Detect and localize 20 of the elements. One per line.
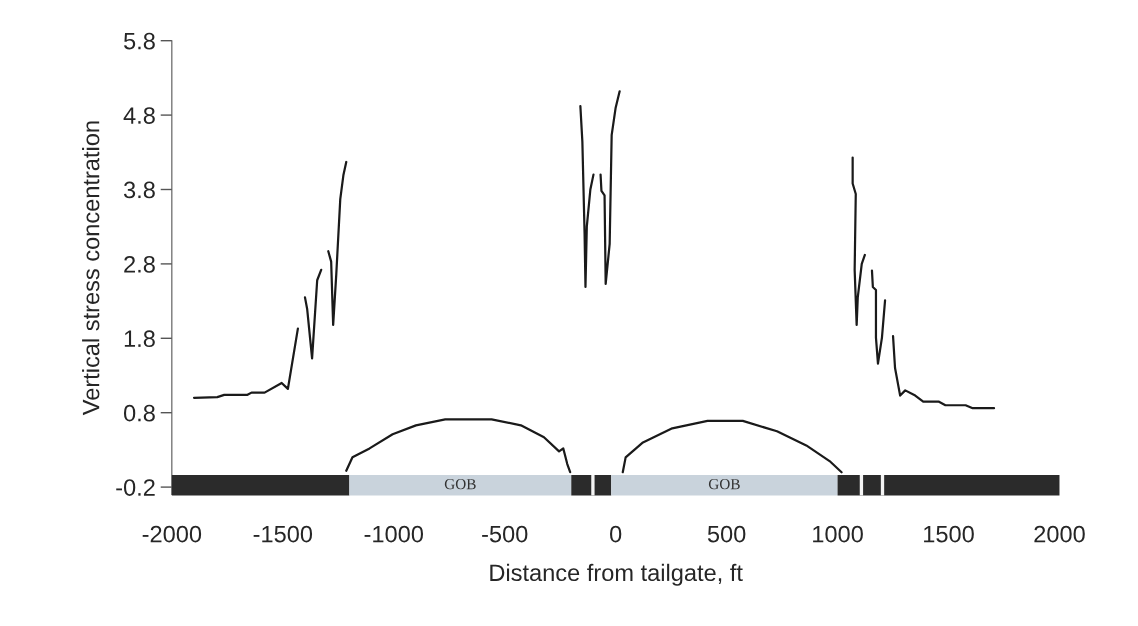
y-tick-label: 4.8 bbox=[123, 107, 155, 124]
x-tick-label: 2000 bbox=[1034, 525, 1085, 543]
band-label: GOB bbox=[444, 479, 476, 490]
x-tick-label: -1500 bbox=[253, 525, 313, 543]
x-tick-label: 1000 bbox=[813, 525, 863, 543]
y-tick-label: -0.2 bbox=[116, 479, 155, 496]
x-axis-title: Distance from tailgate, ft bbox=[490, 563, 743, 586]
y-tick-label: 2.8 bbox=[124, 255, 155, 273]
x-tick-label: -500 bbox=[482, 525, 528, 543]
y-tick-label: 3.8 bbox=[123, 181, 155, 199]
x-tick-label: -2000 bbox=[142, 525, 202, 543]
x-tick-label: -1000 bbox=[364, 525, 424, 543]
y-axis-title: Vertical stress concentration bbox=[82, 121, 100, 416]
y-tick-label: 0.8 bbox=[123, 404, 155, 422]
band-label: GOB bbox=[708, 479, 740, 490]
y-tick-label: 1.8 bbox=[124, 330, 155, 348]
x-tick-label: 500 bbox=[707, 525, 746, 543]
x-tick-label: 0 bbox=[610, 525, 622, 543]
y-tick-label: 5.8 bbox=[123, 32, 155, 50]
x-tick-label: 1500 bbox=[924, 525, 974, 543]
